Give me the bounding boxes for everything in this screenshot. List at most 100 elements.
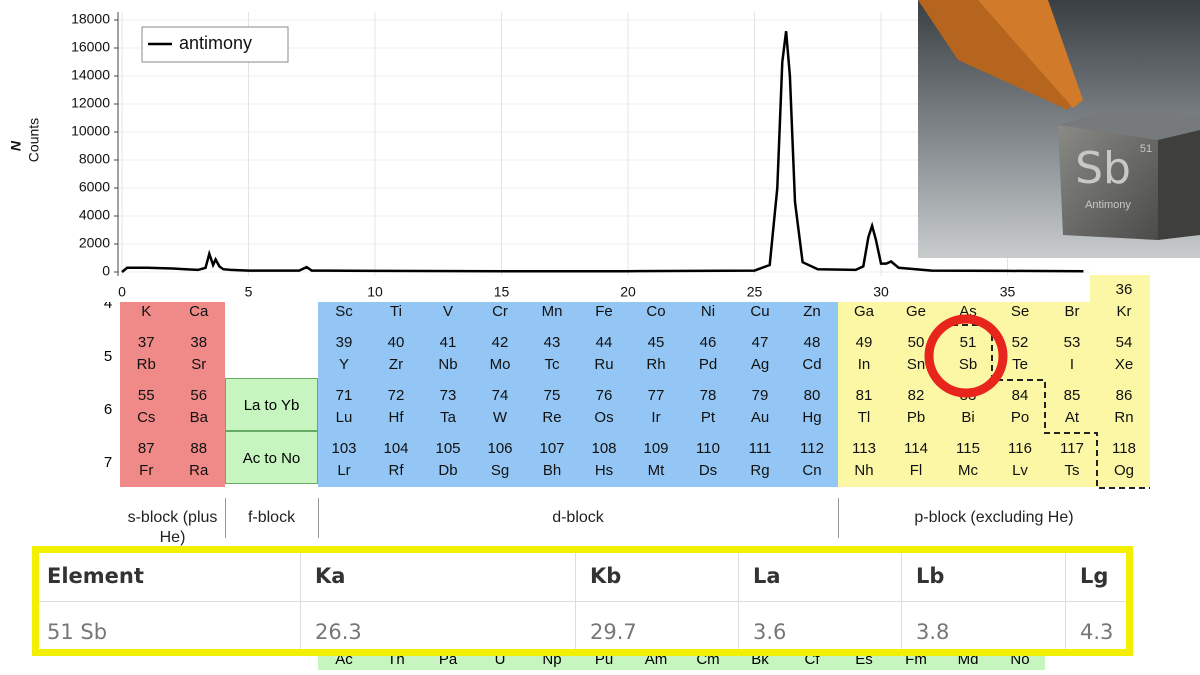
element-cell: 55 Cs — [120, 381, 173, 434]
atomic-number: 36 — [1115, 281, 1133, 298]
element-symbol: Zn — [803, 303, 821, 320]
y-tick-label: 6000 — [79, 179, 110, 195]
atomic-number: 48 — [803, 334, 821, 351]
element-cell: 107 Bh — [526, 434, 578, 487]
element-symbol: Po — [1010, 409, 1030, 426]
element-symbol: Cu — [750, 303, 770, 320]
y-tick-label: 12000 — [71, 95, 110, 111]
header-cell: Lg — [1080, 564, 1109, 588]
atomic-number: 106 — [487, 440, 513, 457]
element-symbol: Ds — [698, 462, 718, 479]
element-cell: 103 Lr — [318, 434, 370, 487]
element-symbol: Ni — [700, 303, 716, 320]
atomic-number: 111 — [748, 440, 772, 457]
block-label: d-block — [552, 509, 604, 526]
x-tick-label: 30 — [873, 284, 889, 300]
y-tick-label: 14000 — [71, 67, 110, 83]
element-symbol: V — [442, 303, 453, 320]
atomic-number: 74 — [491, 387, 509, 404]
atomic-number: 103 — [331, 440, 357, 457]
element-cell: 72 Hf — [370, 381, 422, 434]
element-symbol: Pd — [698, 356, 718, 373]
atomic-number: 86 — [1115, 387, 1133, 404]
element-symbol: Sc — [335, 303, 353, 320]
element-symbol: Ge — [905, 303, 926, 320]
element-cell: 49 In — [838, 328, 890, 381]
element-symbol: Mn — [541, 303, 563, 320]
element-cell: 73 Ta — [422, 381, 474, 434]
cube-name: Antimony — [1085, 199, 1131, 211]
element-symbol: Ba — [189, 409, 208, 426]
cube-number: 51 — [1140, 143, 1152, 155]
element-symbol: Mo — [489, 356, 511, 373]
element-symbol: Nh — [854, 462, 874, 479]
header-cell: Kb — [590, 564, 622, 588]
atomic-number: 53 — [1063, 334, 1081, 351]
y-tick-label: 4000 — [79, 207, 110, 223]
element-cell: 85 At — [1046, 381, 1098, 434]
element-cell: 45 Rh — [630, 328, 682, 381]
element-cell: 111 Rg — [734, 434, 786, 487]
element-symbol: Ag — [750, 356, 770, 373]
atomic-number: 49 — [855, 334, 873, 351]
cube-top — [1058, 110, 1200, 140]
element-symbol: Bh — [542, 462, 562, 479]
element-symbol: Fl — [909, 462, 923, 479]
element-symbol: Ca — [189, 303, 209, 320]
atomic-number: 115 — [956, 440, 980, 457]
element-cell: 86 Rn — [1098, 381, 1150, 434]
element-cell: 105 Db — [422, 434, 474, 487]
element-symbol: Hf — [388, 409, 404, 426]
atomic-number: 40 — [387, 334, 405, 351]
element-symbol: I — [1069, 356, 1075, 373]
header-cell: Lb — [916, 564, 945, 588]
antimony-photo: Sb 51 Antimony — [918, 0, 1200, 258]
series-line — [121, 31, 1084, 273]
element-symbol: Hg — [802, 409, 822, 426]
atomic-number: 54 — [1115, 334, 1133, 351]
period-label: 6 — [103, 401, 113, 418]
atomic-number: 41 — [439, 334, 457, 351]
element-cell: 56 Ba — [172, 381, 225, 434]
element-cell: 53 I — [1046, 328, 1098, 381]
atomic-number: 44 — [595, 334, 613, 351]
atomic-number: 52 — [1011, 334, 1029, 351]
atomic-number: 47 — [751, 334, 769, 351]
atomic-number: 75 — [543, 387, 561, 404]
element-cell: 39 Y — [318, 328, 370, 381]
element-cell: 76 Os — [578, 381, 630, 434]
element-cell: 78 Pt — [682, 381, 734, 434]
element-symbol: Ts — [1064, 462, 1080, 479]
element-cell: 113 Nh — [838, 434, 890, 487]
spectrum-chart: Counts N 0 2000 4000 6000 8000 10000 12000 1400… — [0, 0, 1090, 302]
data-cell: 3.8 — [916, 620, 950, 644]
element-symbol: Og — [1113, 462, 1134, 479]
element-cell: 84 Po — [994, 381, 1046, 434]
atomic-number: 37 — [137, 334, 155, 351]
element-cell: 54 Xe — [1098, 328, 1150, 381]
element-symbol: Ti — [390, 303, 402, 320]
x-tick-label: 10 — [367, 284, 383, 300]
x-tick-label: 5 — [245, 284, 253, 300]
f-block-cell: La to Yb — [225, 378, 318, 431]
data-cell: 26.3 — [315, 620, 362, 644]
atomic-number: 76 — [595, 387, 613, 404]
y-tick-label: 18000 — [71, 11, 110, 27]
element-symbol: Sb — [958, 356, 978, 373]
element-symbol: Fr — [139, 462, 154, 479]
element-symbol: In — [857, 356, 871, 373]
cube-side — [1158, 130, 1200, 240]
element-symbol: Rg — [750, 462, 770, 479]
x-tick-label: 25 — [747, 284, 763, 300]
data-cell: 4.3 — [1080, 620, 1114, 644]
atomic-number: 114 — [904, 440, 928, 457]
element-symbol: W — [492, 409, 508, 426]
atomic-number: 104 — [383, 440, 409, 457]
element-symbol: Se — [1010, 303, 1030, 320]
y-axis-symbol: N — [8, 140, 24, 151]
header-cell: Ka — [315, 564, 346, 588]
f-block-cell: Ac to No — [225, 431, 318, 484]
atomic-number: 110 — [696, 440, 720, 457]
atomic-number: 73 — [439, 387, 457, 404]
element-cell: 77 Ir — [630, 381, 682, 434]
